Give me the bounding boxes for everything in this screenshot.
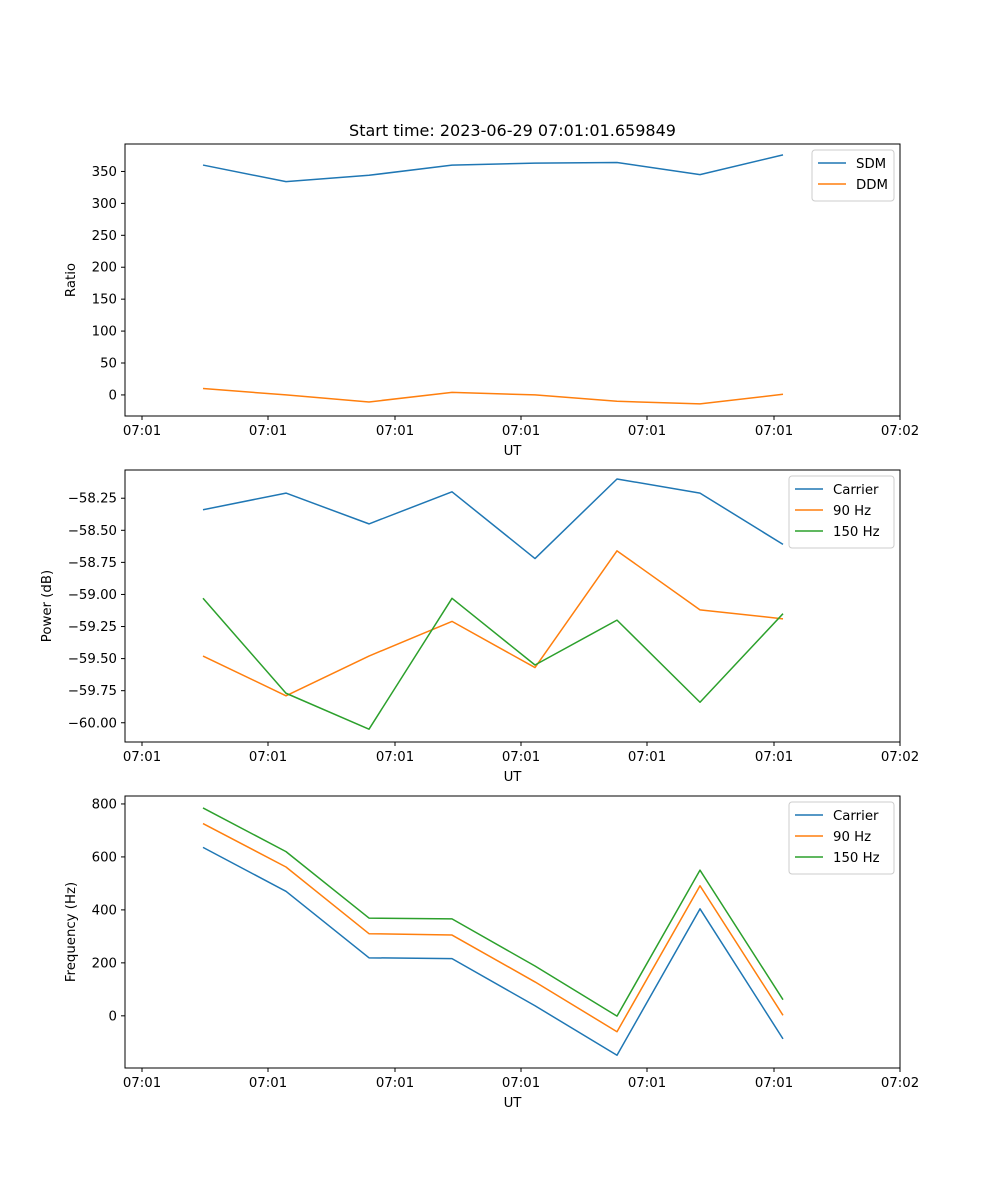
x-tick-label: 07:01	[628, 750, 666, 765]
legend-label: 90 Hz	[833, 504, 871, 519]
legend-label: Carrier	[833, 483, 879, 498]
legend: Carrier 90 Hz 150 Hz	[788, 475, 895, 549]
y-tick-label: 350	[92, 165, 117, 180]
y-tick-label: 50	[100, 357, 117, 372]
y-tick-label: 200	[92, 261, 117, 276]
x-tick-label: 07:01	[502, 1076, 540, 1091]
series-line-3	[202, 807, 784, 1017]
y-tick-label: 200	[92, 956, 117, 971]
series-line-2	[202, 387, 784, 405]
subplot-3: 07:01 07:01 07:01 07:01 07:01 07:01 07:02 0 200 4…	[64, 795, 919, 1111]
x-tick-label: 07:01	[502, 424, 540, 439]
y-tick-label: 0	[109, 1009, 117, 1024]
x-tick-label: 07:01	[755, 1076, 793, 1091]
y-tick-label: −59.50	[68, 652, 117, 667]
x-tick-label: 07:01	[755, 424, 793, 439]
legend-label: 150 Hz	[833, 525, 880, 540]
y-tick-label: −60.00	[68, 716, 117, 731]
x-tick-label: 07:01	[249, 424, 287, 439]
x-tick-label: 07:01	[249, 750, 287, 765]
y-tick-label: 250	[92, 229, 117, 244]
x-tick-label: 07:01	[376, 750, 414, 765]
x-axis-label: UT	[504, 770, 523, 785]
axes-frame	[124, 143, 901, 417]
x-tick-label: 07:01	[123, 750, 161, 765]
legend-label: DDM	[856, 178, 888, 193]
x-tick-label: 07:01	[628, 1076, 666, 1091]
y-axis-label: Ratio	[64, 263, 79, 297]
y-tick-label: −58.25	[68, 492, 117, 507]
x-tick-label: 07:01	[123, 424, 161, 439]
series-line-2	[202, 550, 784, 697]
x-axis-label: UT	[504, 1096, 523, 1111]
legend-label: 150 Hz	[833, 851, 880, 866]
x-tick-label: 07:01	[249, 1076, 287, 1091]
x-tick-label: 07:02	[881, 750, 919, 765]
x-tick-label: 07:01	[628, 424, 666, 439]
y-tick-label: −58.75	[68, 556, 117, 571]
subplot-2: 07:01 07:01 07:01 07:01 07:01 07:01 07:02 −60.0…	[40, 469, 919, 785]
axes-frame	[124, 469, 901, 743]
x-tick-label: 07:01	[755, 750, 793, 765]
y-tick-label: 600	[92, 850, 117, 865]
y-tick-label: 800	[92, 797, 117, 812]
y-axis-label: Power (dB)	[40, 570, 55, 642]
axes-frame	[124, 795, 901, 1069]
y-tick-label: 100	[92, 325, 117, 340]
x-axis-label: UT	[504, 444, 523, 459]
legend-box	[788, 475, 895, 549]
x-tick-label: 07:01	[376, 424, 414, 439]
legend: Carrier 90 Hz 150 Hz	[788, 801, 895, 875]
series-line-1	[202, 846, 784, 1057]
y-tick-label: 150	[92, 293, 117, 308]
legend: SDM DDM	[811, 149, 895, 202]
x-tick-label: 07:02	[881, 1076, 919, 1091]
y-tick-label: 400	[92, 903, 117, 918]
subplots: 07:01 07:01 07:01 07:01 07:01 07:01 07:02 0 50 10…	[40, 143, 919, 1111]
y-tick-label: −59.00	[68, 588, 117, 603]
y-axis-label: Frequency (Hz)	[64, 882, 79, 982]
y-tick-label: 300	[92, 197, 117, 212]
legend-label: 90 Hz	[833, 830, 871, 845]
x-tick-label: 07:01	[502, 750, 540, 765]
x-tick-label: 07:01	[123, 1076, 161, 1091]
series-line-1	[202, 154, 784, 183]
y-tick-label: 0	[109, 388, 117, 403]
legend-label: SDM	[856, 157, 886, 172]
series-line-2	[202, 822, 784, 1033]
series-line-3	[202, 597, 784, 730]
x-tick-label: 07:01	[376, 1076, 414, 1091]
y-tick-label: −59.75	[68, 684, 117, 699]
figure-title: Start time: 2023-06-29 07:01:01.659849	[349, 121, 676, 140]
subplot-1: 07:01 07:01 07:01 07:01 07:01 07:01 07:02 0 50 10…	[64, 143, 919, 459]
x-tick-label: 07:02	[881, 424, 919, 439]
series-line-1	[202, 478, 784, 560]
y-tick-label: −59.25	[68, 620, 117, 635]
legend-label: Carrier	[833, 809, 879, 824]
legend-box	[788, 801, 895, 875]
y-tick-label: −58.50	[68, 524, 117, 539]
